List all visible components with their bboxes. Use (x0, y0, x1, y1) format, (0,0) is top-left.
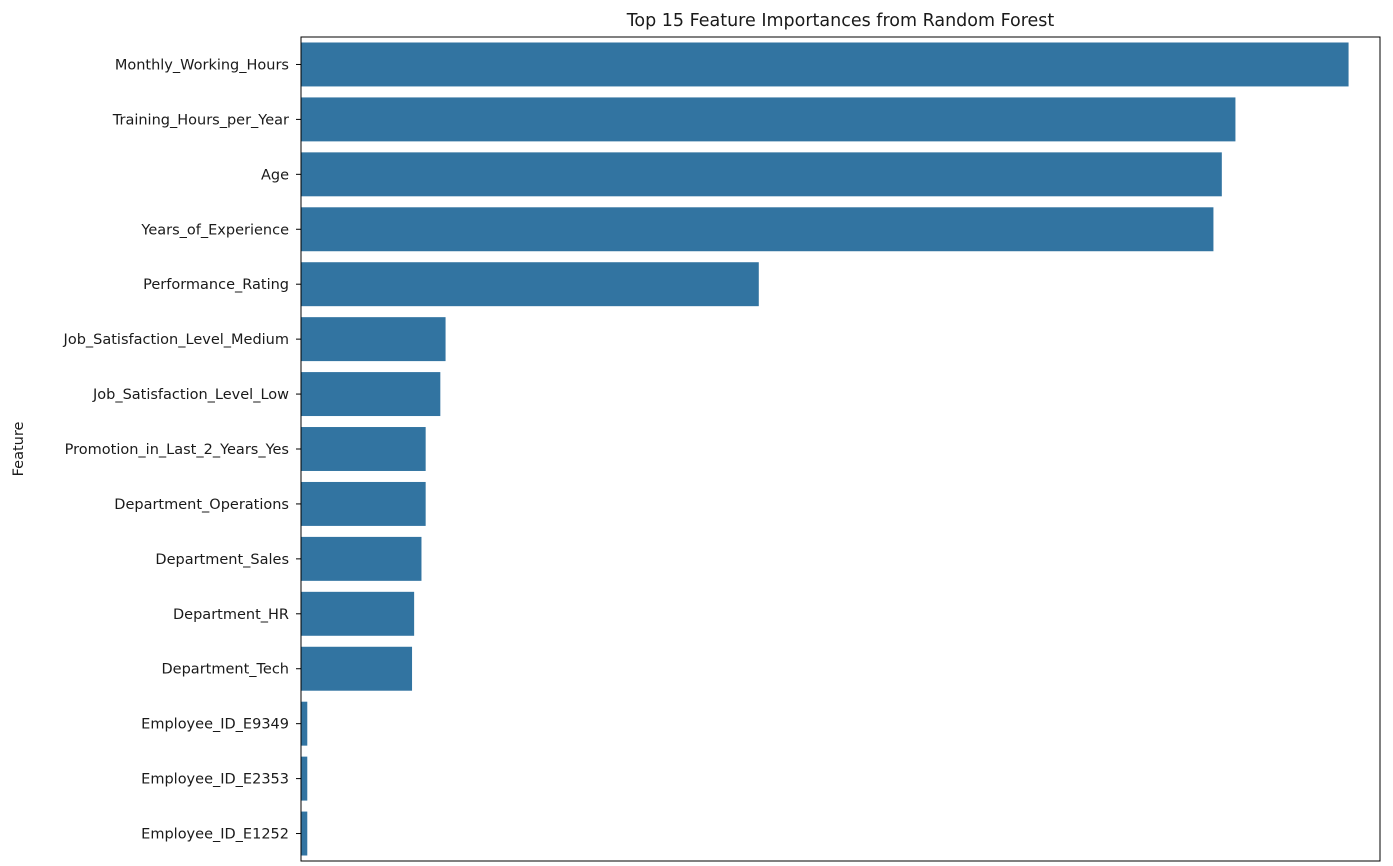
y-tick-label: Years_of_Experience (140, 222, 289, 238)
plot-frame (300, 36, 1381, 862)
bar-Promotion_in_Last_2_Years_Yes (301, 427, 426, 471)
y-tick-label: Department_Operations (114, 497, 289, 513)
bar-Employee_ID_E1252 (301, 811, 308, 856)
bar-Monthly_Working_Hours (301, 42, 1349, 87)
y-tick-label: Employee_ID_E1252 (141, 827, 289, 843)
bar-Employee_ID_E9349 (301, 701, 308, 746)
bar-Performance_Rating (301, 262, 759, 307)
y-axis-label: Feature (11, 422, 27, 477)
y-tick-label: Age (261, 167, 289, 183)
bar-Department_Tech (301, 646, 413, 691)
bar-Job_Satisfaction_Level_Low (301, 372, 441, 417)
y-tick-label: Employee_ID_E9349 (141, 717, 289, 733)
y-tick-label: Promotion_in_Last_2_Years_Yes (65, 442, 289, 458)
y-tick-label: Training_Hours_per_Year (112, 112, 289, 128)
bar-Department_Sales (301, 536, 422, 581)
y-tick-label: Department_Sales (155, 552, 289, 568)
bar-Training_Hours_per_Year (301, 97, 1236, 142)
y-tick-label: Department_Tech (162, 662, 289, 678)
bar-Department_Operations (301, 481, 426, 526)
y-tick-label: Monthly_Working_Hours (115, 57, 289, 73)
bar-Job_Satisfaction_Level_Medium (301, 317, 446, 362)
bar-Department_HR (301, 591, 415, 636)
y-tick-label: Performance_Rating (143, 277, 289, 293)
bar-Age (301, 152, 1222, 197)
chart-title: Top 15 Feature Importances from Random F… (626, 11, 1055, 31)
y-tick-label: Job_Satisfaction_Level_Low (92, 387, 289, 403)
bar-Employee_ID_E2353 (301, 756, 308, 801)
y-tick-label: Department_HR (173, 607, 289, 623)
y-tick-label: Employee_ID_E2353 (141, 772, 289, 788)
bar-Years_of_Experience (301, 207, 1214, 252)
y-tick-label: Job_Satisfaction_Level_Medium (63, 332, 289, 348)
